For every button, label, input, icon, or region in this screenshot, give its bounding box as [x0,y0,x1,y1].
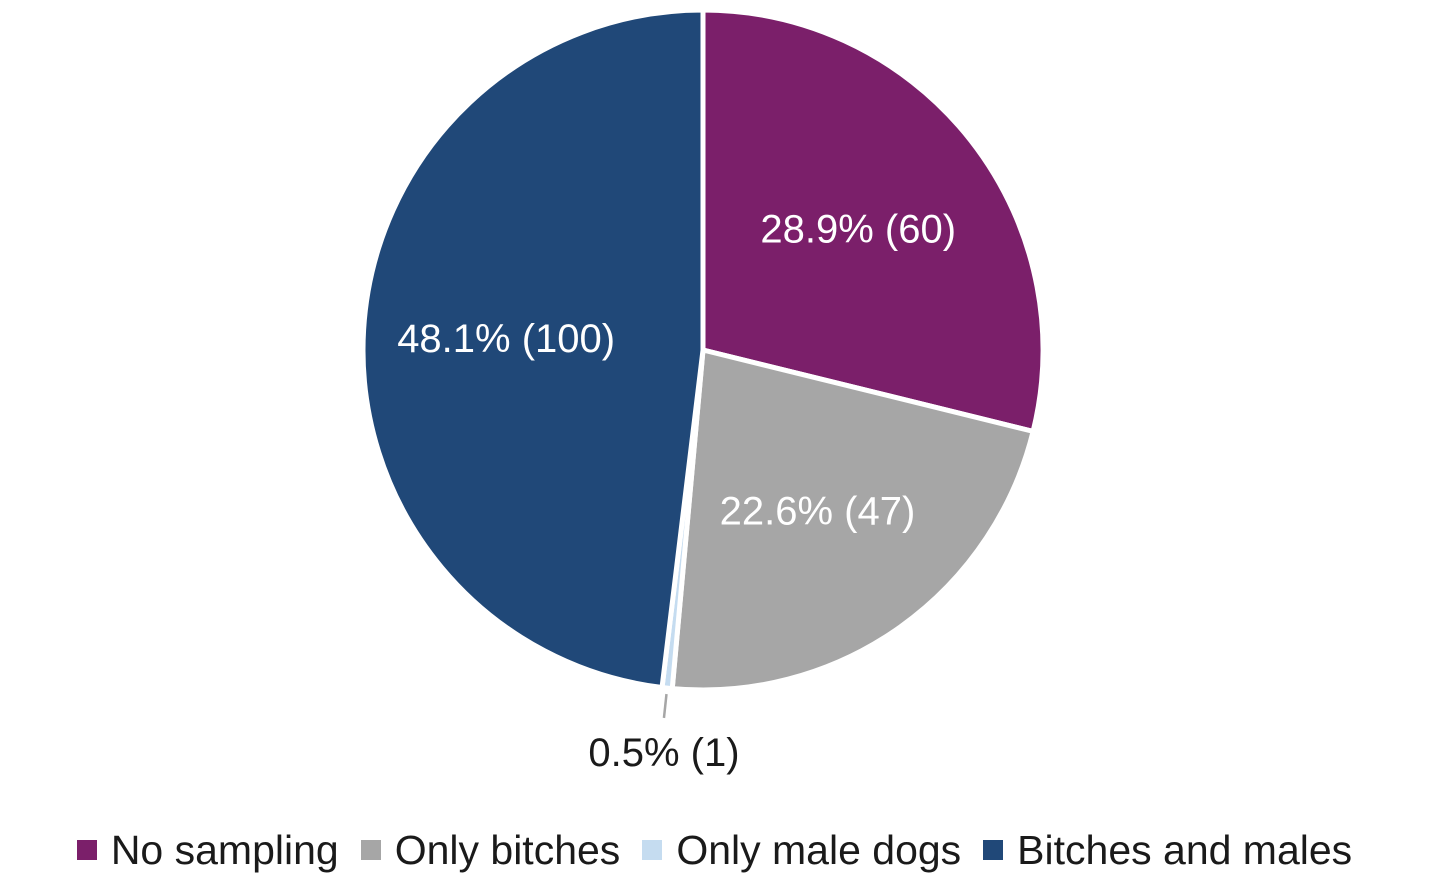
data-label-no-sampling: 28.9% (60) [760,207,956,251]
data-label-bitches-and-males: 48.1% (100) [397,317,615,361]
legend-item-no-sampling: No sampling [76,826,339,874]
pie-slice-no-sampling [700,7,1046,434]
chart-legend: No sampling Only bitches Only male dogs Bit… [0,822,1429,878]
legend-label: Bitches and males [1017,826,1353,873]
pie-labels: 28.9% (60) 22.6% (47) 0.5% (1) 48.1% (100) [397,207,956,775]
legend-swatch [360,840,381,860]
pie-slice-bitches-and-males [360,7,706,691]
legend-item-only-bitches: Only bitches [360,826,621,874]
leader-line-only-male-dogs [662,693,668,719]
legend-swatch [76,840,97,860]
legend-swatch [983,840,1004,860]
data-label-only-male-dogs: 0.5% (1) [588,731,739,775]
pie-slice-only-bitches [669,347,1036,693]
legend-swatch [642,840,663,860]
data-label-only-bitches: 22.6% (47) [720,490,916,534]
legend-label: Only male dogs [676,826,962,873]
pie-slices [360,7,1046,693]
legend-item-only-male-dogs: Only male dogs [642,827,961,874]
legend-label: Only bitches [394,826,621,873]
legend-label: No sampling [110,826,339,873]
legend-item-bitches-and-males: Bitches and males [983,827,1352,874]
